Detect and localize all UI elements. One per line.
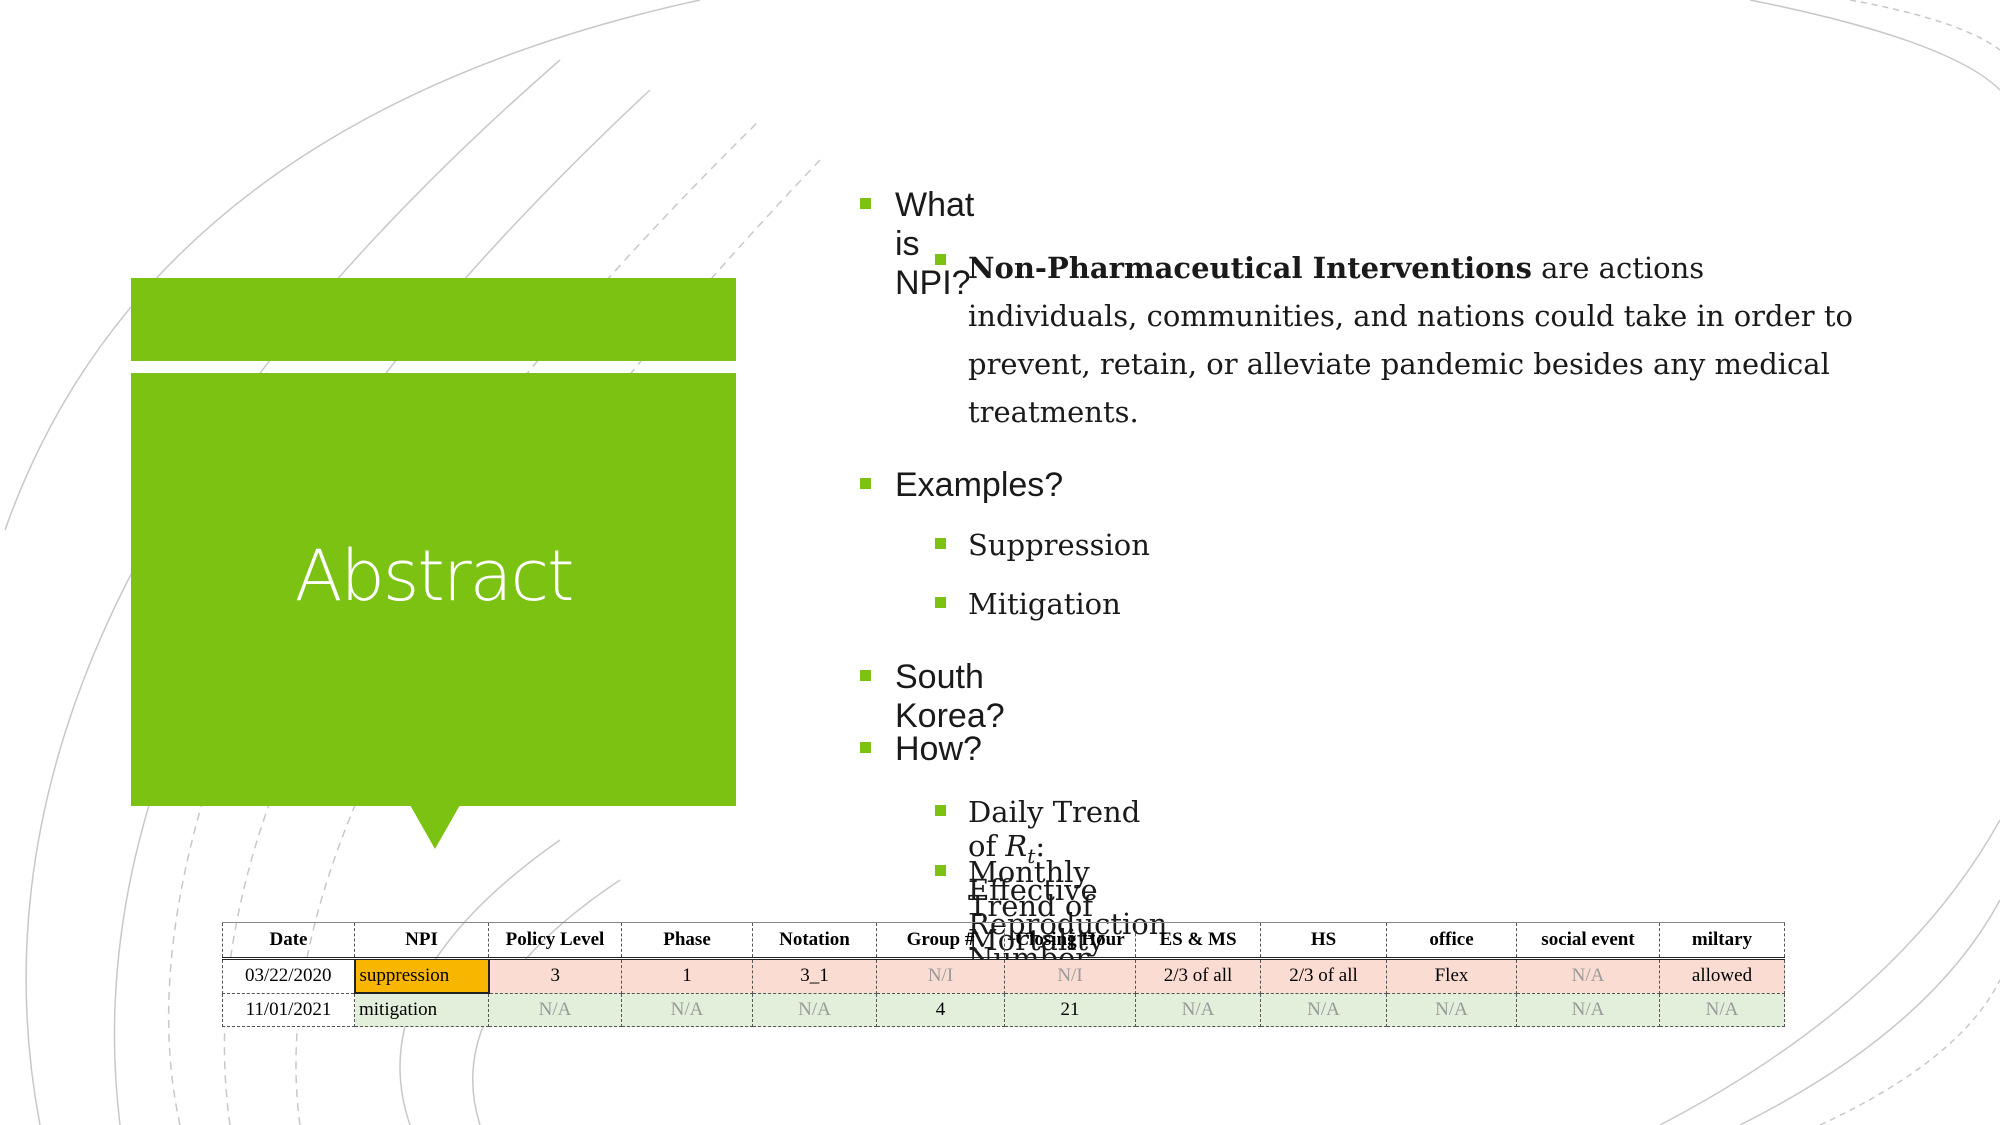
cell-es-ms: 2/3 of all xyxy=(1135,958,1261,994)
bullet-examples: Examples? xyxy=(860,466,1063,505)
bullet-south-korea: South Korea? xyxy=(860,658,1005,736)
bullet-npi-definition: Non-Pharmaceutical Interventions are act… xyxy=(935,244,1868,436)
cell-date: 03/22/2020 xyxy=(222,958,355,994)
npi-definition-text: Non-Pharmaceutical Interventions are act… xyxy=(968,244,1868,436)
bullet-square-icon xyxy=(935,865,946,876)
header-social-event: social event xyxy=(1516,922,1660,960)
bullet-square-icon xyxy=(935,597,946,608)
bullet-text: Suppression xyxy=(968,528,1150,562)
cell-social-event: N/A xyxy=(1516,992,1660,1027)
cell-office: Flex xyxy=(1386,958,1517,994)
bullet-square-icon xyxy=(935,805,946,816)
bullet-suppression: Suppression xyxy=(935,528,1150,562)
bullet-text: What is NPI? xyxy=(895,186,975,302)
bullet-what-is-npi: What is NPI? xyxy=(860,186,974,303)
header-group: Group # xyxy=(876,922,1005,960)
cell-es-ms: N/A xyxy=(1135,992,1261,1027)
bullet-square-icon xyxy=(935,538,946,549)
cell-group: N/I xyxy=(876,958,1005,994)
cell-military: N/A xyxy=(1659,992,1785,1027)
cell-npi: mitigation xyxy=(354,992,489,1027)
bullet-text: Mitigation xyxy=(968,587,1121,621)
cell-office: N/A xyxy=(1386,992,1517,1027)
header-closing-hour: Closing Hour xyxy=(1004,922,1136,960)
bullet-text: How? xyxy=(895,730,982,768)
cell-phase: 1 xyxy=(621,958,753,994)
bullet-square-icon xyxy=(935,254,946,265)
rt-subscript: t xyxy=(1027,843,1036,868)
header-npi: NPI xyxy=(354,922,489,960)
header-policy-level: Policy Level xyxy=(488,922,622,960)
npi-term: Non-Pharmaceutical Interventions xyxy=(968,251,1532,285)
cell-closing-hour: N/I xyxy=(1004,958,1136,994)
cell-closing-hour: 21 xyxy=(1004,992,1136,1027)
rt-symbol: Rt xyxy=(1005,829,1035,868)
cell-notation: N/A xyxy=(752,992,877,1027)
cell-hs: 2/3 of all xyxy=(1260,958,1387,994)
rt-base: R xyxy=(1005,829,1028,863)
bullet-text: Examples? xyxy=(895,466,1064,504)
cell-policy-level: 3 xyxy=(488,958,622,994)
table-row: 11/01/2021 mitigation N/A N/A N/A 4 21 N… xyxy=(222,992,1785,1027)
cell-hs: N/A xyxy=(1260,992,1387,1027)
cell-npi: suppression xyxy=(353,957,490,994)
cell-social-event: N/A xyxy=(1516,958,1660,994)
cell-policy-level: N/A xyxy=(488,992,622,1027)
header-es-ms: ES & MS xyxy=(1135,922,1261,960)
bullet-square-icon xyxy=(860,670,871,681)
table-header-row: Date NPI Policy Level Phase Notation Gro… xyxy=(222,922,1785,960)
header-military: miltary xyxy=(1659,922,1785,960)
cell-group: 4 xyxy=(876,992,1005,1027)
header-hs: HS xyxy=(1260,922,1387,960)
title-accent-bar xyxy=(131,278,736,361)
bullet-mitigation: Mitigation xyxy=(935,587,1121,621)
npi-policy-table: Date NPI Policy Level Phase Notation Gro… xyxy=(222,922,1785,1027)
cell-military: allowed xyxy=(1659,958,1785,994)
bullet-how: How? xyxy=(860,730,982,769)
bullet-text: South Korea? xyxy=(895,658,1005,735)
bullet-square-icon xyxy=(860,742,871,753)
cell-date: 11/01/2021 xyxy=(222,992,355,1027)
header-office: office xyxy=(1386,922,1517,960)
cell-notation: 3_1 xyxy=(752,958,877,994)
header-phase: Phase xyxy=(621,922,753,960)
daily-trend-prefix: Daily Trend of xyxy=(968,795,1141,863)
header-date: Date xyxy=(222,922,355,960)
table-row: 03/22/2020 suppression 3 1 3_1 N/I N/I 2… xyxy=(222,957,1785,994)
header-notation: Notation xyxy=(752,922,877,960)
title-panel xyxy=(131,373,736,806)
title-panel-pointer xyxy=(410,805,460,849)
cell-phase: N/A xyxy=(621,992,753,1027)
slide-title: Abstract xyxy=(294,535,575,617)
bullet-square-icon xyxy=(860,198,871,209)
npi-definition-rest: are actions individuals, communities, an… xyxy=(968,251,1853,429)
bullet-square-icon xyxy=(860,478,871,489)
